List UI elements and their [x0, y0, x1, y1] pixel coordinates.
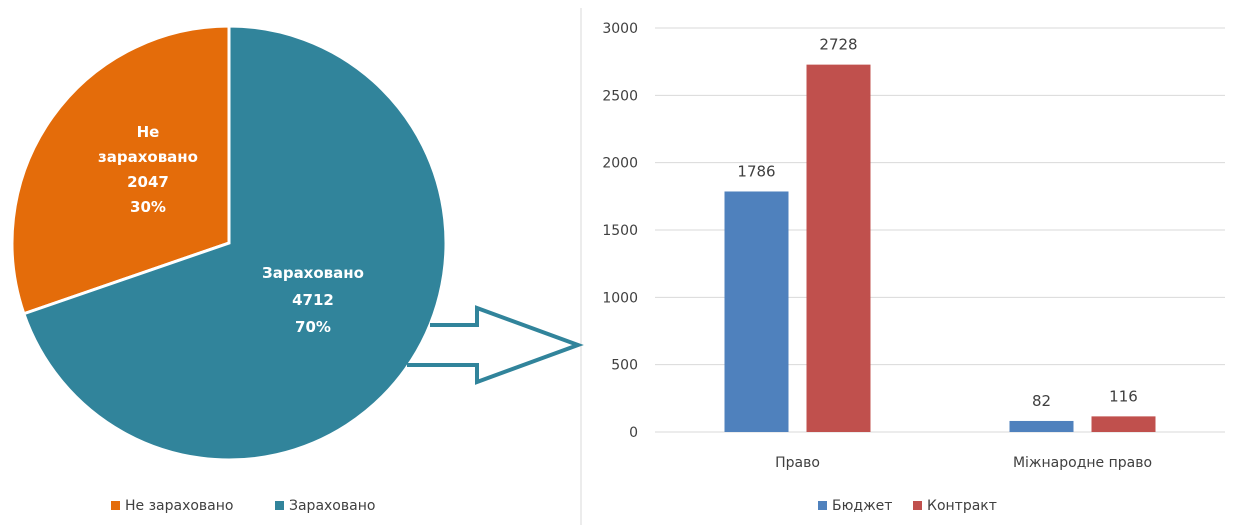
x-tick-label-0: Право	[775, 455, 820, 471]
x-tick-label-1: Міжнародне право	[1013, 455, 1152, 471]
pie-legend-swatch-1	[275, 501, 284, 510]
y-tick-label-2: 1000	[602, 290, 638, 306]
bar-legend-swatch-0	[818, 501, 827, 510]
pie-legend: Не зараховано Зараховано	[111, 498, 375, 514]
bar-legend-label-0: Бюджет	[832, 498, 892, 514]
arrow-graphic	[407, 305, 584, 385]
arrow-shape	[407, 305, 584, 385]
pie-slice-0-label-name: зараховано	[98, 148, 198, 166]
pie-legend-label-1: Зараховано	[289, 498, 375, 514]
bar-legend-label-1: Контракт	[927, 498, 997, 514]
pie-slice-1	[21, 24, 448, 462]
pie-slice-0-label-value: 2047	[127, 173, 169, 191]
pie-legend-label-0: Не зараховано	[125, 498, 233, 514]
pie-slice-0-label-name: Не	[137, 123, 160, 141]
y-tick-label-6: 3000	[602, 21, 638, 37]
y-tick-label-4: 2000	[602, 156, 638, 172]
pie-legend-swatch-0	[111, 501, 120, 510]
pie-slice-1-label-percent: 70%	[295, 318, 331, 336]
bar-1-1-value-label: 116	[1109, 387, 1138, 405]
bar-chart: 0 500 1000 1500 2000 2500 3000 1786 2728 Право 82 1…	[602, 21, 1225, 471]
y-tick-label-5: 2500	[602, 88, 638, 104]
y-tick-label-3: 1500	[602, 223, 638, 239]
bar-1-0	[1009, 420, 1074, 432]
pie-slice-1-label-name: Зараховано	[262, 264, 364, 282]
y-tick-label-0: 0	[629, 425, 638, 441]
bar-0-1-value-label: 2728	[819, 36, 857, 54]
bar-legend-swatch-1	[913, 501, 922, 510]
bar-0-0-value-label: 1786	[737, 162, 775, 180]
pie-slice-1-label-value: 4712	[292, 291, 334, 309]
y-tick-label-1: 500	[611, 358, 638, 374]
bar-legend: Бюджет Контракт	[818, 498, 997, 514]
pie-slice-0-label-percent: 30%	[130, 198, 166, 216]
bar-1-1	[1091, 416, 1156, 432]
bar-1-0-value-label: 82	[1032, 392, 1051, 410]
pie-slice-0	[10, 24, 231, 316]
pie-chart: Не зараховано 2047 30% Зараховано 4712 70%	[10, 24, 448, 462]
bar-0-0	[724, 191, 789, 432]
bar-0-1	[806, 64, 871, 432]
